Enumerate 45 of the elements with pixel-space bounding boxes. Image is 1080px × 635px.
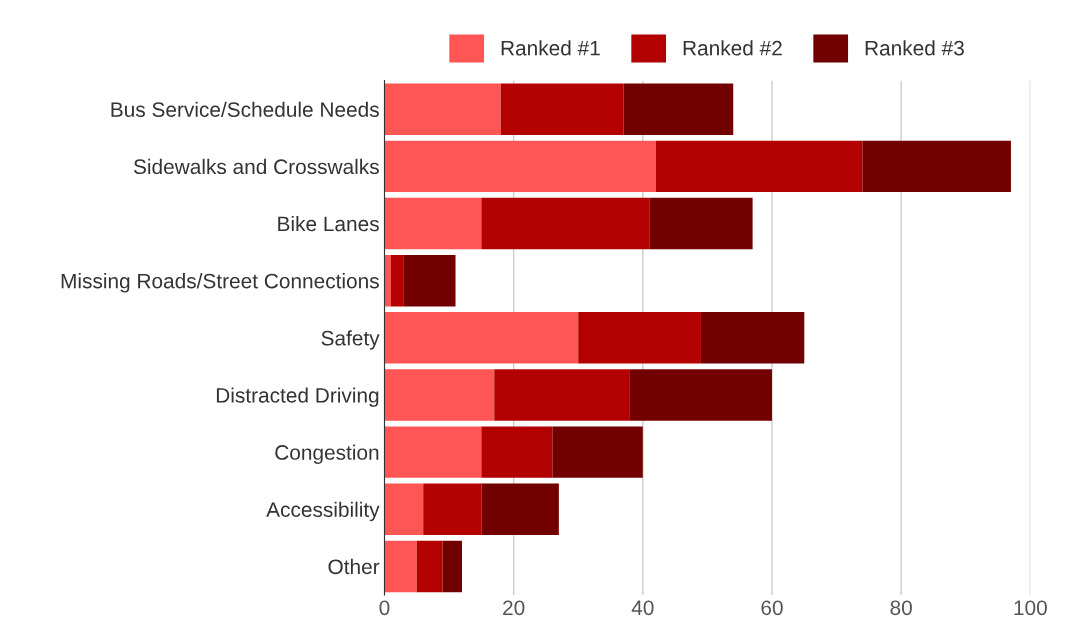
bar	[578, 312, 701, 364]
bar	[442, 540, 462, 593]
y-tick-label: Other	[328, 558, 380, 575]
legend-label: Ranked #3	[865, 40, 964, 56]
y-tick-label: Bus Service/Schedule Needs	[111, 101, 379, 117]
y-tick-label: Accessibility	[266, 501, 380, 522]
bar	[384, 140, 656, 193]
bar	[494, 369, 630, 421]
bar	[481, 483, 559, 535]
bar	[500, 83, 624, 135]
bar	[623, 83, 734, 135]
bar	[384, 426, 482, 478]
x-tick-label: 80	[890, 600, 912, 616]
bar	[384, 197, 482, 250]
x-tick-label: 20	[503, 600, 525, 616]
bar	[700, 312, 805, 364]
bar	[390, 254, 404, 307]
x-tick-label: 100	[1014, 600, 1047, 616]
bar	[481, 197, 650, 250]
y-tick-label: Sidewalks and Crosswalks	[133, 158, 379, 175]
bar	[403, 254, 456, 307]
y-tick-label: Distracted Driving	[216, 387, 379, 407]
y-tick-label: Missing Roads/Street Connections	[61, 273, 379, 293]
bar	[862, 140, 1011, 193]
y-tick-label: Bike Lanes	[278, 215, 379, 232]
bar	[384, 540, 417, 593]
bar	[384, 83, 501, 135]
bar	[384, 483, 424, 535]
bar	[629, 369, 772, 421]
bar	[384, 369, 495, 421]
bar	[384, 312, 579, 364]
bar	[481, 426, 553, 478]
bar	[423, 483, 482, 535]
y-tick-label: Safety	[321, 330, 380, 350]
x-tick-label: 0	[379, 600, 390, 616]
y-tick-label: Congestion	[275, 444, 379, 464]
bar	[655, 140, 863, 193]
bar	[649, 197, 753, 250]
x-tick-label: 40	[631, 600, 654, 616]
legend-label: Ranked #1	[501, 40, 600, 56]
x-tick-label: 60	[761, 600, 783, 616]
bar	[552, 426, 643, 478]
legend-label: Ranked #2	[683, 40, 782, 56]
bar	[416, 540, 443, 593]
bar	[384, 254, 391, 307]
